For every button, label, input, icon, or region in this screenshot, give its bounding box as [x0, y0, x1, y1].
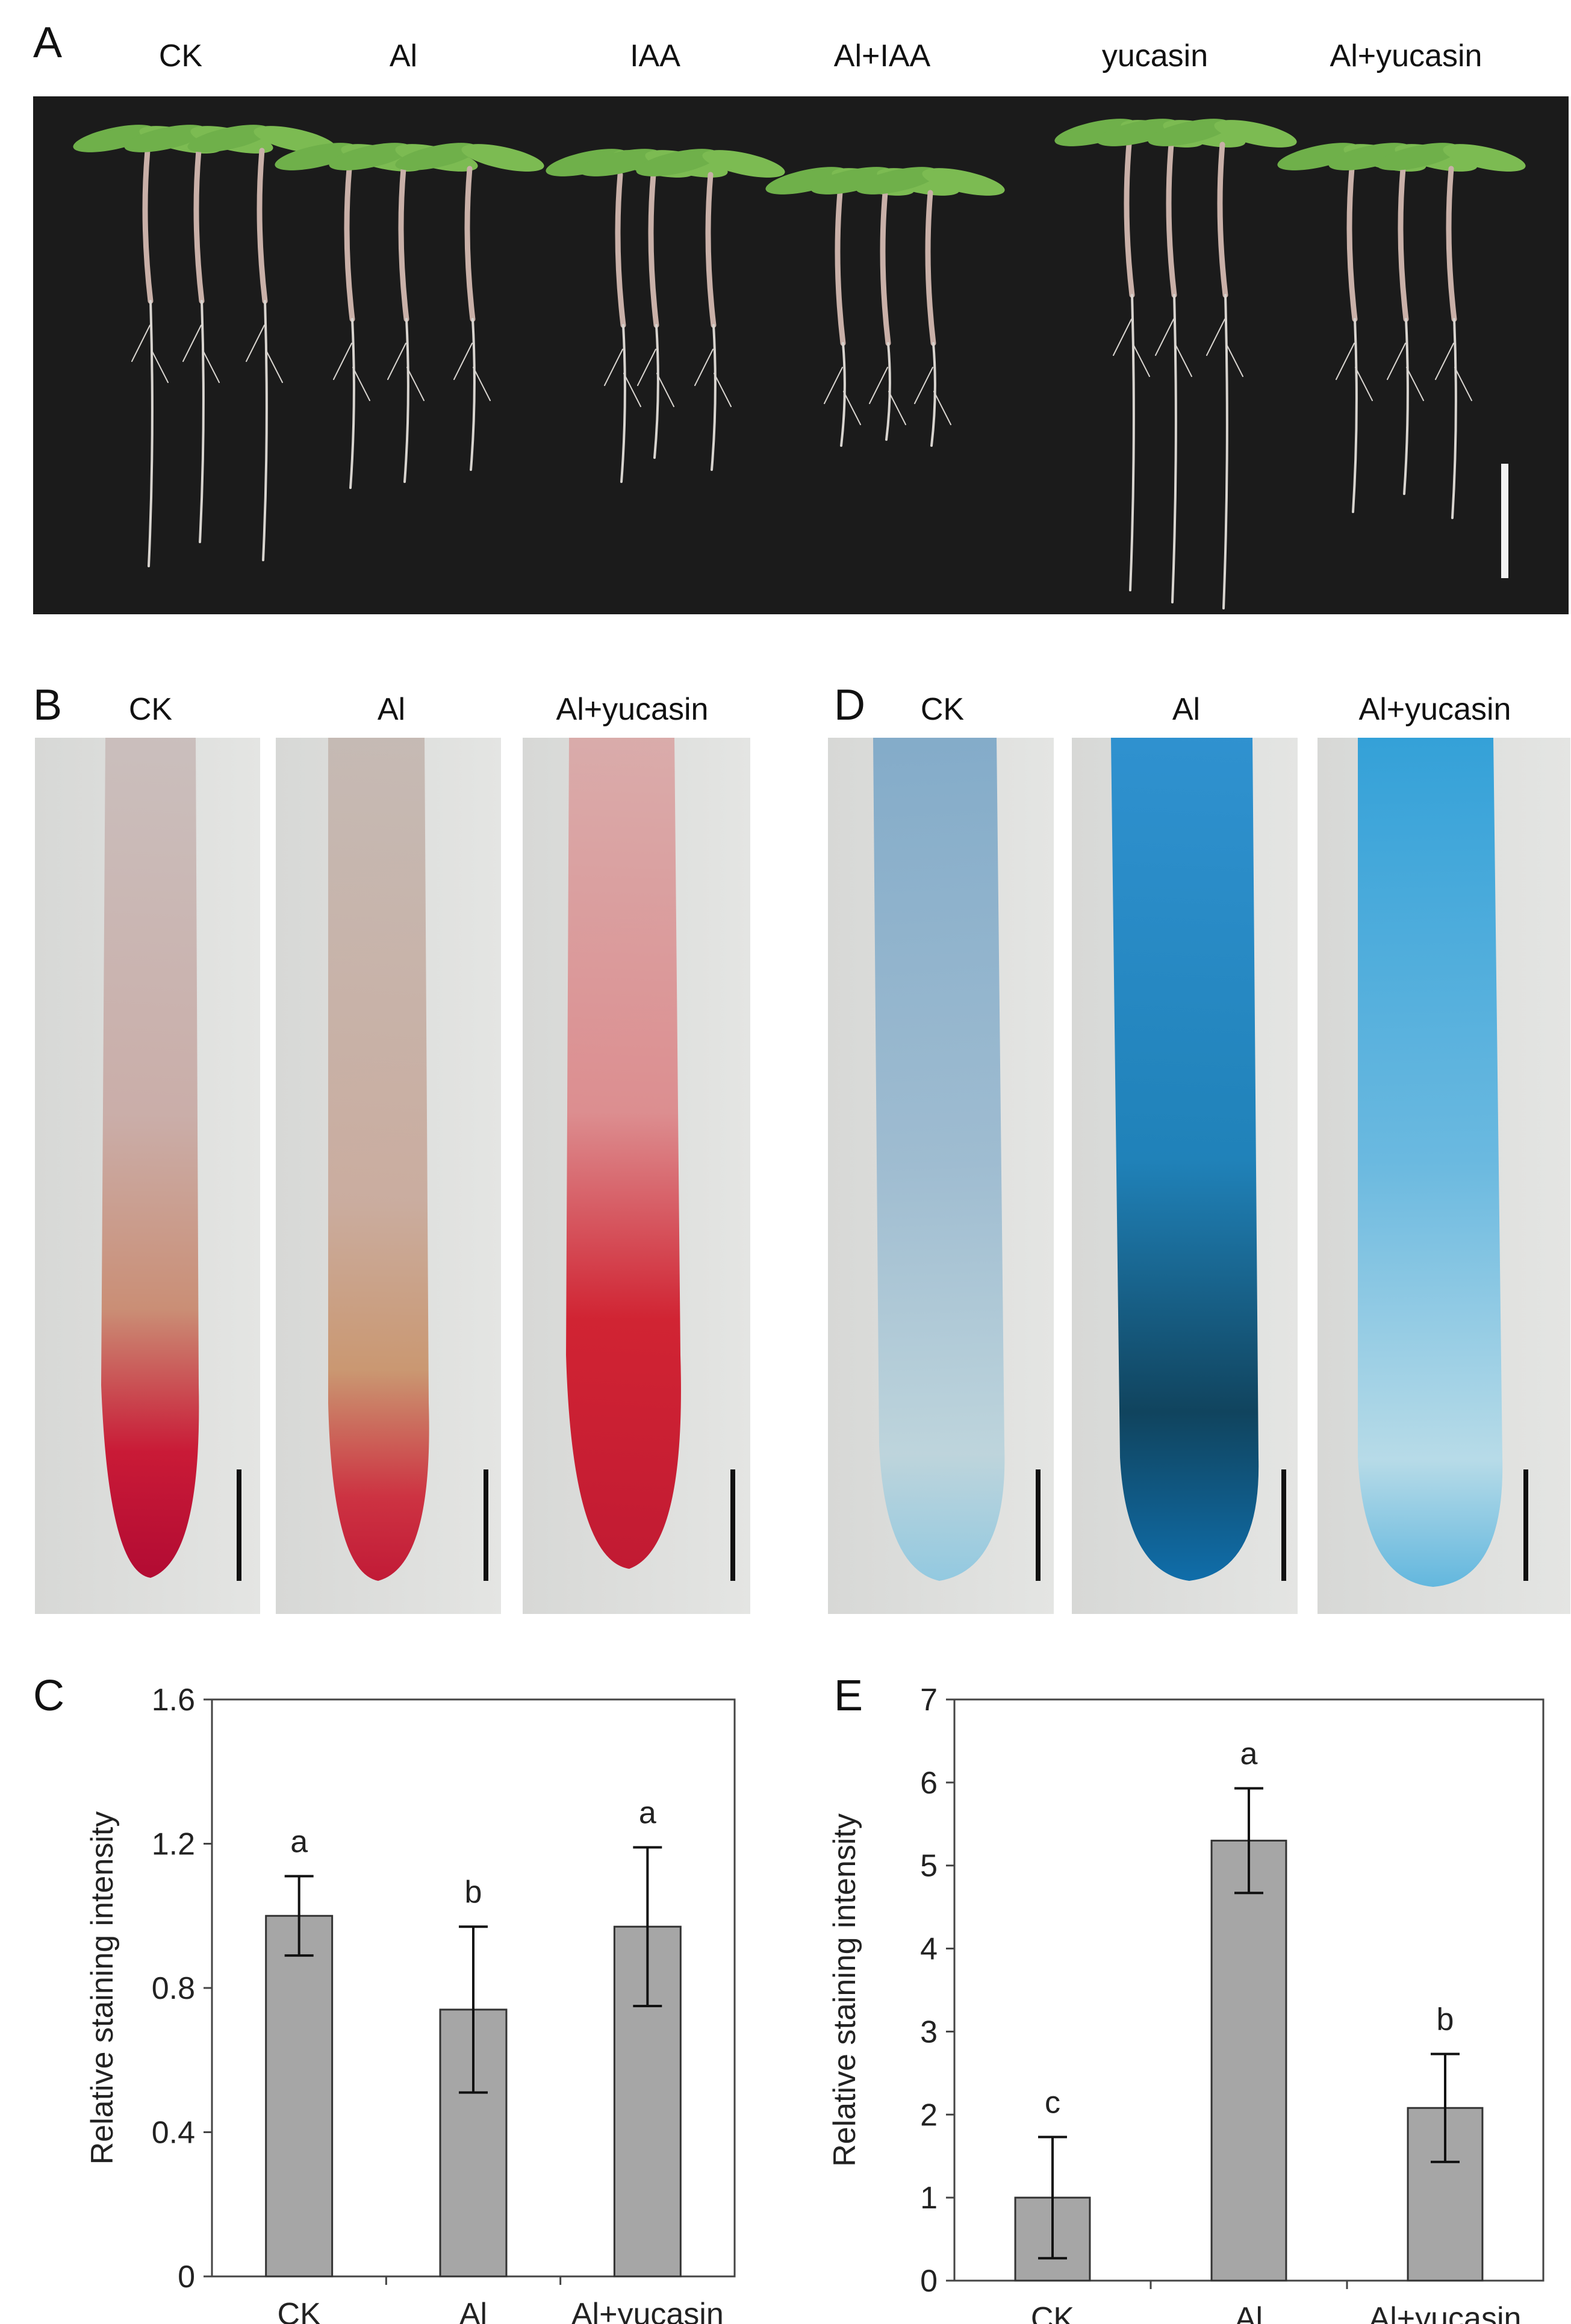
y-tick-label: 0 — [178, 2260, 195, 2294]
panel-b-label-al-yucasin: Al+yucasin — [556, 692, 709, 727]
seedling-photo — [33, 96, 1569, 614]
x-tick-label: Al+yucasin — [571, 2297, 724, 2324]
bar — [1210, 1839, 1287, 2282]
root-image-b-al-yucasin — [523, 738, 750, 1614]
panel-a-label-al-iaa: Al+IAA — [834, 39, 931, 73]
panel-d-label-al: Al — [1172, 692, 1200, 727]
panel-d-letter: D — [834, 681, 865, 729]
significance-letter: a — [290, 1824, 308, 1859]
chart-c: 0 0.4 0.8 1.2 1.6 Relative staining intensity… — [85, 1683, 736, 2324]
panel-a-label-iaa: IAA — [630, 39, 680, 73]
panel-b-letter: B — [33, 681, 62, 729]
panel-b-label-al: Al — [378, 692, 405, 727]
panel-a-letter: A — [33, 19, 62, 67]
root-image-b-al — [276, 738, 501, 1614]
y-tick-label: 0.8 — [152, 1971, 195, 2006]
seedling-group — [73, 125, 337, 567]
seedling-group — [765, 167, 1005, 447]
y-tick-label: 0.4 — [152, 2116, 195, 2151]
y-tick-label: 6 — [920, 1766, 938, 1801]
x-tick-label: Al — [459, 2297, 487, 2324]
y-tick-label: 7 — [920, 1683, 938, 1718]
y-tick-label: 2 — [920, 2098, 938, 2132]
panel-a-label-al-yucasin: Al+yucasin — [1330, 39, 1482, 73]
error-bar — [1038, 2136, 1067, 2260]
panel-a-label-yucasin: yucasin — [1102, 39, 1208, 73]
panel-c-letter: C — [33, 1672, 64, 1720]
panel-b-root-images — [35, 738, 750, 1614]
y-tick-label: 1.6 — [152, 1683, 195, 1718]
x-tick-label: Al — [1235, 2301, 1263, 2324]
bar — [265, 1914, 334, 2278]
seedling-group — [1277, 143, 1526, 519]
error-bar — [633, 1846, 662, 2007]
seedling-group — [546, 149, 785, 483]
error-bar — [1234, 1787, 1263, 1895]
error-bar — [284, 1875, 314, 1957]
x-tick-label: CK — [1031, 2301, 1075, 2324]
scale-bar-a — [1501, 464, 1508, 578]
panel-a-label-al: Al — [390, 39, 417, 73]
significance-letter: a — [639, 1795, 656, 1830]
panel-a-labels: CK Al IAA Al+IAA yucasin Al+yucasin — [159, 39, 1482, 73]
y-axis-label: Relative staining intensity — [827, 1813, 862, 2167]
y-tick-label: 3 — [920, 2014, 938, 2049]
y-tick-label: 4 — [920, 1932, 938, 1967]
panel-a-label-ck: CK — [159, 39, 203, 73]
error-bar — [459, 1925, 488, 2094]
chart-e: 0 1 2 3 4 5 6 7 Relative staining intensity c CK a A… — [827, 1683, 1545, 2324]
seedling-group — [1054, 119, 1297, 609]
y-axis-label: Relative staining intensity — [85, 1812, 120, 2165]
x-tick-label: CK — [278, 2297, 322, 2324]
significance-letter: b — [465, 1875, 482, 1910]
significance-letter: b — [1437, 2002, 1454, 2037]
panel-d-label-ck: CK — [921, 692, 965, 727]
panel-e-letter: E — [834, 1672, 863, 1720]
error-bar — [1431, 2052, 1460, 2163]
root-image-d-ck — [828, 738, 1054, 1614]
significance-letter: a — [1240, 1737, 1258, 1772]
x-tick-label: Al+yucasin — [1369, 2301, 1522, 2324]
panel-b-label-ck: CK — [129, 692, 173, 727]
y-tick-label: 1.2 — [152, 1827, 195, 1862]
root-image-b-ck — [35, 738, 260, 1614]
y-tick-label: 0 — [920, 2264, 938, 2299]
y-tick-label: 1 — [920, 2181, 938, 2216]
root-image-d-al-yucasin — [1317, 738, 1570, 1614]
significance-letter: c — [1045, 2086, 1060, 2120]
root-image-d-al — [1072, 738, 1298, 1614]
panel-d-label-al-yucasin: Al+yucasin — [1359, 692, 1511, 727]
seedling-group — [275, 143, 544, 489]
y-tick-label: 5 — [920, 1849, 938, 1884]
panel-d-root-images — [828, 738, 1570, 1614]
